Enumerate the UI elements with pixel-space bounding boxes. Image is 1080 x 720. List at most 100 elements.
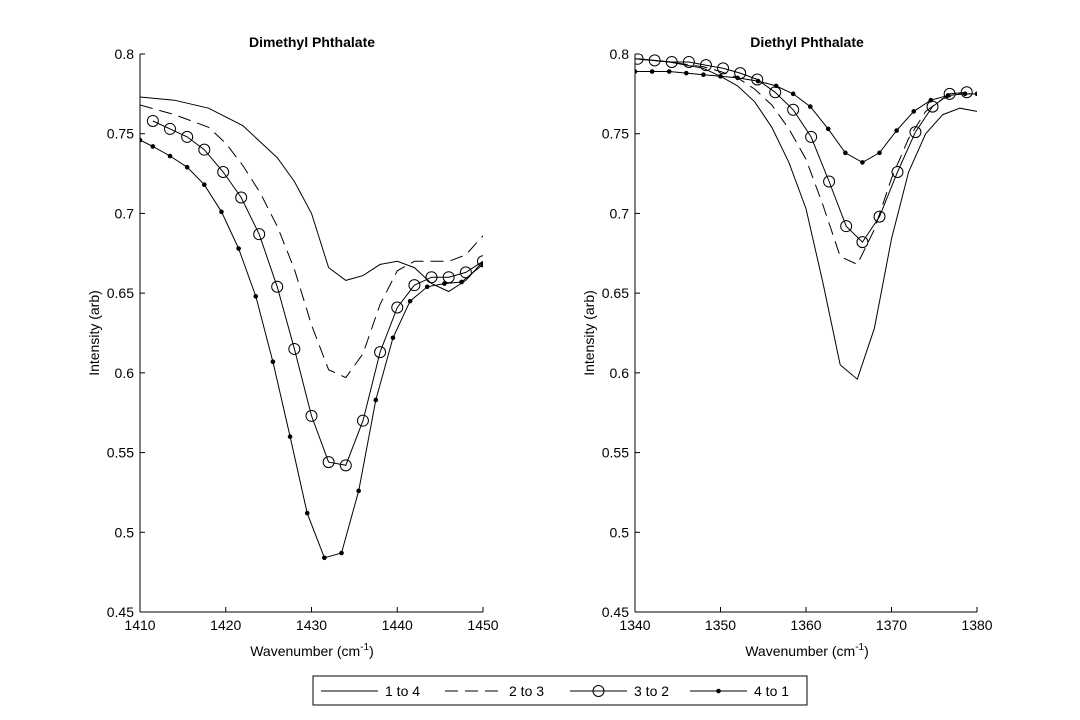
legend: 1 to 4 2 to 3 3 to 2 4 to 1 bbox=[312, 675, 808, 706]
data-point bbox=[751, 73, 764, 86]
data-point bbox=[424, 284, 430, 290]
y-tick-label: 0.45 bbox=[602, 604, 629, 620]
data-point bbox=[167, 153, 173, 159]
data-point bbox=[287, 434, 293, 439]
x-axis-label-dimethyl: Wavenumber (cm-1) bbox=[250, 642, 374, 659]
data-point bbox=[322, 456, 335, 469]
x-tick-label: 1410 bbox=[124, 617, 155, 633]
legend-marker-sample bbox=[592, 685, 605, 697]
series-2-to-3 bbox=[635, 58, 977, 266]
data-point bbox=[253, 228, 266, 241]
data-point bbox=[480, 262, 483, 267]
y-tick-label: 0.8 bbox=[610, 46, 630, 62]
x-tick-label: 1350 bbox=[705, 617, 736, 633]
data-point bbox=[945, 93, 951, 98]
data-point bbox=[773, 83, 779, 89]
data-point bbox=[270, 359, 276, 364]
data-point bbox=[184, 164, 190, 170]
data-point bbox=[974, 91, 977, 97]
data-point bbox=[407, 298, 413, 304]
x-tick-label: 1420 bbox=[210, 617, 241, 633]
y-tick-label: 0.8 bbox=[115, 46, 135, 62]
data-point bbox=[928, 97, 934, 103]
data-point bbox=[735, 75, 740, 81]
data-point bbox=[787, 103, 800, 116]
x-tick-label: 1380 bbox=[961, 617, 992, 633]
diethyl-series-group bbox=[635, 54, 977, 381]
data-point bbox=[236, 246, 241, 251]
y-tick-label: 0.75 bbox=[107, 126, 134, 142]
y-tick-label: 0.65 bbox=[107, 285, 134, 301]
data-point bbox=[825, 126, 831, 132]
y-tick-label: 0.5 bbox=[610, 524, 630, 540]
series-4-to-1 bbox=[635, 69, 977, 165]
series-line bbox=[635, 58, 977, 266]
data-point bbox=[146, 114, 159, 127]
x-tick-label: 1430 bbox=[296, 617, 327, 633]
y-tick-label: 0.6 bbox=[115, 365, 135, 381]
data-point bbox=[339, 459, 352, 472]
data-point bbox=[823, 175, 836, 188]
data-point bbox=[943, 87, 956, 100]
series-3-to-2 bbox=[146, 114, 483, 472]
data-point bbox=[253, 294, 259, 299]
data-point bbox=[649, 69, 655, 74]
diethyl-phthalate-panel: Diethyl Phthalate 1340 1350 1360 1370 1380 0.… bbox=[581, 34, 993, 659]
data-point bbox=[648, 54, 661, 67]
data-point bbox=[718, 74, 723, 79]
data-point bbox=[459, 279, 464, 285]
x-tick-label: 1440 bbox=[382, 617, 413, 633]
data-point bbox=[790, 91, 796, 97]
x-axis-label-text: Wavenumber (cm bbox=[745, 643, 855, 659]
legend-entry: 3 to 2 bbox=[570, 683, 669, 699]
x-axis-label-superscript: -1 bbox=[360, 642, 369, 653]
data-point bbox=[877, 150, 882, 156]
series-line bbox=[140, 96, 483, 293]
data-point bbox=[666, 69, 672, 74]
series-1-to-4 bbox=[140, 96, 483, 293]
data-point bbox=[909, 126, 922, 139]
data-point bbox=[805, 130, 818, 143]
x-axis-label-close: ) bbox=[369, 643, 374, 659]
x-axis-label-diethyl: Wavenumber (cm-1) bbox=[745, 642, 869, 659]
data-point bbox=[408, 279, 421, 292]
x-tick-label: 1370 bbox=[876, 617, 907, 633]
series-4-to-1 bbox=[140, 137, 483, 561]
data-point bbox=[856, 236, 869, 249]
data-point bbox=[442, 281, 447, 286]
x-axis-label-close: ) bbox=[864, 643, 869, 659]
y-tick-label: 0.75 bbox=[602, 126, 629, 142]
data-point bbox=[962, 91, 968, 97]
series-line bbox=[140, 104, 483, 379]
y-tick-label: 0.45 bbox=[107, 604, 134, 620]
data-point bbox=[682, 55, 695, 68]
legend-entry: 1 to 4 bbox=[321, 683, 420, 699]
data-point bbox=[807, 104, 813, 109]
data-point bbox=[891, 165, 904, 178]
y-tick-label: 0.65 bbox=[602, 285, 629, 301]
data-point bbox=[894, 128, 899, 133]
legend-label: 2 to 3 bbox=[509, 683, 544, 699]
data-point bbox=[635, 69, 638, 74]
dimethyl-axes: 1410 1420 1430 1440 1450 0.45 0.5 0.55 0.6 0.65 0.… bbox=[107, 46, 499, 633]
series-line bbox=[637, 58, 967, 243]
data-point bbox=[198, 143, 211, 156]
legend-box bbox=[312, 675, 808, 706]
data-point bbox=[356, 414, 369, 427]
data-point bbox=[425, 271, 438, 284]
legend-label: 3 to 2 bbox=[634, 683, 669, 699]
y-tick-label: 0.5 bbox=[115, 524, 135, 540]
data-point bbox=[699, 59, 712, 72]
data-point bbox=[860, 160, 865, 165]
data-point bbox=[477, 255, 483, 268]
legend-entry: 2 to 3 bbox=[445, 683, 544, 699]
data-point bbox=[911, 109, 917, 114]
data-point bbox=[271, 280, 284, 293]
legend-label: 4 to 1 bbox=[754, 683, 789, 699]
x-tick-label: 1340 bbox=[619, 617, 650, 633]
y-tick-label: 0.55 bbox=[107, 445, 134, 461]
legend-entry: 4 to 1 bbox=[690, 683, 789, 699]
y-axis-label-dimethyl: Intensity (arb) bbox=[86, 290, 102, 376]
data-point bbox=[665, 55, 678, 68]
